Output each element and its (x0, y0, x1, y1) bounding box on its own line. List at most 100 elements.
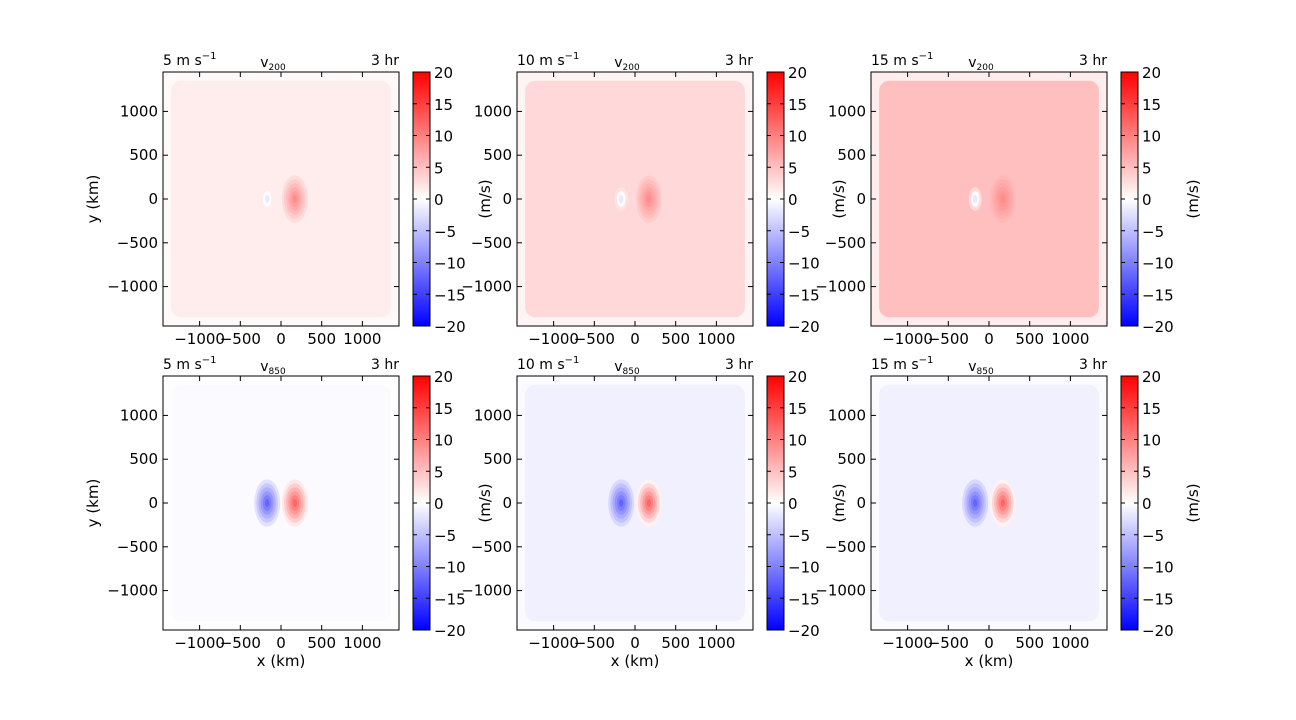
colorbar-tick-label: −5 (1142, 223, 1164, 241)
colorbar-tick-label: 5 (1142, 159, 1152, 177)
colorbar-label: (m/s) (1184, 179, 1202, 218)
x-tick-label: 0 (276, 330, 286, 348)
colorbar-tick-label: −15 (434, 590, 466, 608)
colorbar-label: (m/s) (830, 179, 848, 218)
colorbar-tick-label: −5 (788, 527, 810, 545)
negative-lobe-contour (972, 499, 978, 507)
colorbar-tick-label: 10 (788, 432, 807, 450)
x-axis-label: x (km) (611, 652, 660, 670)
x-tick-label: 500 (307, 634, 336, 652)
positive-lobe-contour (1000, 195, 1006, 203)
y-tick-label: 1000 (828, 406, 866, 424)
colorbar: 20 15 10 5 0 −5 −10 −15 −20 (m/s) (766, 368, 848, 640)
y-tick-label: −1000 (815, 582, 866, 600)
positive-lobe-contour (1000, 499, 1006, 507)
positive-lobe-contour (292, 195, 298, 203)
x-tick-label: 500 (1015, 634, 1044, 652)
colorbar-tick-label: −10 (1142, 255, 1174, 273)
panel-title-center: v200 (614, 55, 640, 73)
x-tick-label: −500 (574, 330, 615, 348)
colorbar-label: (m/s) (476, 179, 494, 218)
x-tick-label: 500 (307, 330, 336, 348)
x-axis-label: x (km) (965, 652, 1014, 670)
domain-region (171, 80, 391, 318)
y-tick-label: 1000 (474, 406, 512, 424)
colorbar-tick-label: −20 (788, 622, 820, 640)
panel-title-right: 3 hr (371, 53, 399, 69)
domain-region (879, 384, 1099, 622)
panel-title-right: 3 hr (725, 357, 753, 373)
colorbar-tick-label: −10 (434, 255, 466, 273)
x-tick-label: −500 (220, 330, 261, 348)
colorbar-tick-label: −15 (788, 286, 820, 304)
colorbar-tick-label: 10 (1142, 128, 1161, 146)
x-tick-label: 1000 (343, 330, 381, 348)
y-tick-label: 500 (483, 146, 512, 164)
colorbar-tick-label: −10 (788, 255, 820, 273)
x-tick-label: 500 (1015, 330, 1044, 348)
y-tick-label: 0 (856, 190, 866, 208)
panel-title-center: v850 (260, 359, 286, 377)
heatmap-field (517, 376, 753, 630)
panel-title-left: 10 m s−1 (517, 51, 579, 69)
x-tick-label: −500 (928, 330, 969, 348)
heatmap-field (163, 376, 399, 630)
panel-title-right: 3 hr (1079, 53, 1107, 69)
x-tick-label: −500 (574, 634, 615, 652)
colorbar-tick-label: 10 (1142, 432, 1161, 450)
colorbar-tick-label: 0 (788, 495, 798, 513)
negative-lobe-contour (618, 195, 624, 203)
colorbar-tick-label: 20 (434, 368, 453, 386)
colorbar-tick-label: 0 (1142, 191, 1152, 209)
y-tick-label: −1000 (815, 278, 866, 296)
y-tick-label: 500 (483, 450, 512, 468)
heatmap-field (163, 72, 399, 326)
panel-title-center: v200 (260, 55, 286, 73)
x-tick-label: −1000 (528, 634, 579, 652)
positive-lobe-contour (646, 499, 652, 507)
y-tick-label: 500 (129, 146, 158, 164)
y-tick-label: −500 (471, 538, 512, 556)
colorbar-tick-label: 15 (434, 96, 453, 114)
negative-lobe-contour (618, 499, 624, 507)
colorbar-tick-label: 5 (788, 463, 798, 481)
y-tick-label: 1000 (828, 102, 866, 120)
x-tick-label: −1000 (174, 330, 225, 348)
x-tick-label: 0 (984, 634, 994, 652)
y-axis-label: y (km) (84, 479, 102, 528)
colorbar-tick-label: 15 (1142, 400, 1161, 418)
x-tick-label: −500 (928, 634, 969, 652)
colorbar-tick-label: 10 (434, 128, 453, 146)
colorbar: 20 15 10 5 0 −5 −10 −15 −20 (m/s) (1120, 64, 1202, 336)
x-axis-label: x (km) (257, 652, 306, 670)
y-tick-label: −1000 (107, 582, 158, 600)
domain-region (525, 384, 745, 622)
colorbar-tick-label: 0 (1142, 495, 1152, 513)
y-tick-label: −500 (825, 234, 866, 252)
y-tick-label: −500 (471, 234, 512, 252)
y-tick-label: 1000 (474, 102, 512, 120)
colorbar-tick-label: −15 (434, 286, 466, 304)
colorbar-tick-label: −15 (1142, 590, 1174, 608)
y-tick-label: −1000 (107, 278, 158, 296)
panel-title-right: 3 hr (1079, 357, 1107, 373)
colorbar-tick-label: 5 (434, 159, 444, 177)
colorbar-tick-label: 15 (788, 96, 807, 114)
y-tick-label: −500 (825, 538, 866, 556)
panel-title-center: v200 (968, 55, 994, 73)
heatmap-field (517, 72, 753, 326)
positive-lobe-contour (292, 499, 298, 507)
panel-title-right: 3 hr (371, 357, 399, 373)
y-tick-label: −1000 (461, 582, 512, 600)
colorbar-tick-label: 20 (1142, 64, 1161, 82)
colorbar-tick-label: 5 (1142, 463, 1152, 481)
y-tick-label: −500 (117, 538, 158, 556)
negative-lobe-contour (264, 195, 270, 203)
colorbar-tick-label: 0 (434, 495, 444, 513)
panel-title-left: 5 m s−1 (163, 51, 217, 69)
domain-region (171, 384, 391, 622)
y-axis-label: y (km) (84, 175, 102, 224)
